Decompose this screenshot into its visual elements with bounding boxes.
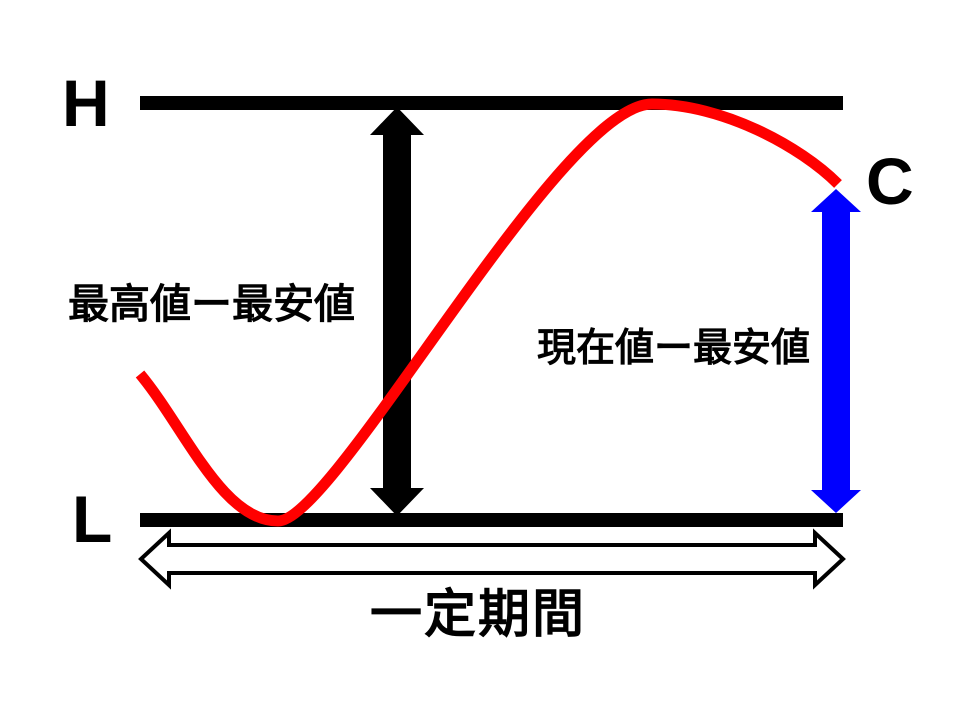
high-low-range-annotation: 最高値ー最安値: [68, 281, 355, 327]
period-arrow: [138, 528, 846, 590]
close-low-range-annotation: 現在値ー最安値: [537, 327, 811, 370]
close-low-range-arrow: [811, 189, 861, 513]
price-curve: [135, 98, 842, 527]
low-line: [140, 513, 843, 527]
high-label: H: [62, 66, 110, 140]
low-label: L: [72, 482, 113, 556]
period-annotation: 一定期間: [369, 586, 586, 644]
high-line: [140, 96, 843, 110]
close-label: C: [866, 144, 914, 218]
high-low-range-arrow: [370, 107, 424, 516]
